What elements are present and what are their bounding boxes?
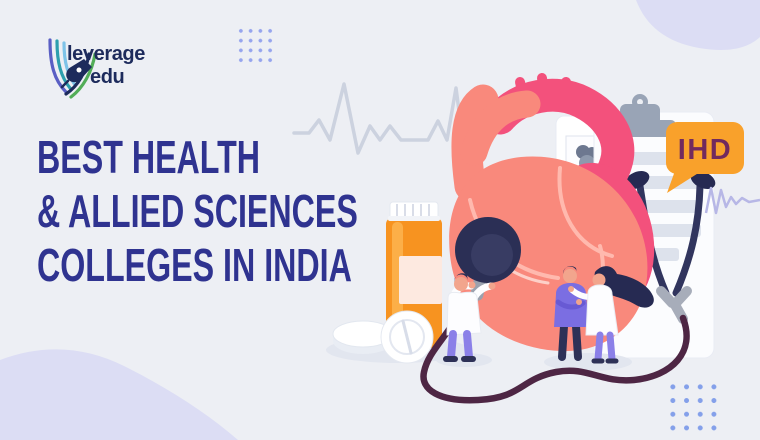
ekg-line-purple-icon <box>704 186 760 215</box>
logo: leverage edu <box>42 38 222 104</box>
rocket-icon <box>60 59 92 89</box>
dot-grid-top-icon <box>236 26 275 65</box>
title-line-1: BEST HEALTH <box>37 131 261 183</box>
lavender-blob-bottom-left-shape <box>0 349 238 440</box>
page-title: BEST HEALTH & ALLIED SCIENCES COLLEGES I… <box>37 130 358 292</box>
title-line-3: COLLEGES IN INDIA <box>37 239 352 291</box>
doctor-holding-stethoscope <box>443 273 496 362</box>
doctor-woman <box>568 266 654 364</box>
logo-wordmark-bottom: edu <box>90 66 125 88</box>
dot-grid-bottom-icon <box>666 380 721 435</box>
ihd-label: IHD <box>678 134 732 166</box>
ihd-speech-bubble: IHD <box>666 122 744 193</box>
leverage-edu-icon <box>48 38 97 99</box>
round-tablet <box>380 310 434 364</box>
logo-wordmark-top: leverage <box>67 43 145 65</box>
logo-wordmark: leverage edu <box>67 44 222 87</box>
lavender-blob-top-right-shape <box>636 0 760 50</box>
bottle-cap-icon <box>388 201 440 221</box>
title-line-2: & ALLIED SCIENCES <box>37 185 358 237</box>
ekg-line-gray-icon <box>292 82 473 180</box>
